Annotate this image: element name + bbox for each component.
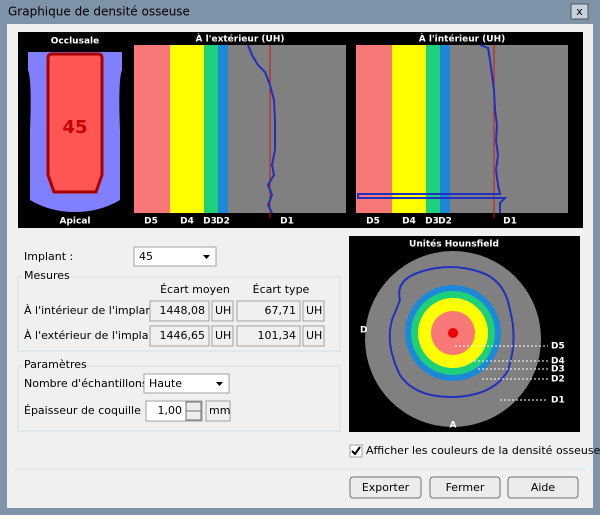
scale-label: D2 [438, 217, 452, 227]
dropdown-arrow [216, 382, 223, 386]
measures-group [17, 276, 341, 352]
button-label: Exporter [362, 481, 410, 494]
checkmark [351, 446, 361, 456]
mean-value: 1448,08 [160, 304, 206, 317]
shell-label: Épaisseur de coquille : [24, 404, 148, 417]
center [448, 328, 458, 338]
parameters-group [17, 365, 341, 432]
legend-lines [455, 345, 548, 401]
close-icon: x [576, 5, 583, 18]
legend-label: D2 [551, 375, 565, 385]
band-d5 [356, 45, 392, 213]
unit-box [211, 300, 234, 322]
unit-box [211, 325, 234, 347]
std-value: 101,34 [258, 329, 297, 342]
scale-label: D5 [366, 217, 380, 227]
spin-up[interactable] [185, 401, 202, 412]
implant-value: 45 [139, 250, 153, 263]
band-d2 [218, 45, 228, 213]
band-d3 [426, 45, 440, 213]
direction-label: A [450, 421, 457, 431]
band-d1 [228, 45, 346, 213]
implant-label: Implant : [24, 250, 73, 263]
field [149, 300, 210, 322]
field [236, 325, 301, 347]
button-label: Aide [531, 481, 556, 494]
group-label: Mesures [24, 269, 70, 282]
implant-dropdown[interactable] [133, 246, 217, 267]
scale-label: D3 [425, 217, 439, 227]
scale-label: D4 [180, 217, 194, 227]
unit-box [205, 400, 231, 422]
shell-value: 1,00 [158, 404, 183, 417]
row-label: À l'intérieur de l'implant : [24, 304, 164, 317]
density-curve [357, 44, 508, 213]
apical-label: Apical [60, 217, 91, 227]
band-d4 [170, 45, 204, 213]
band-d1 [450, 45, 568, 213]
scale-label: D1 [280, 217, 294, 227]
samples-dropdown[interactable] [143, 373, 230, 394]
close-button[interactable] [570, 3, 589, 20]
checkbox-label: Afficher les couleurs de la densité osse… [366, 444, 600, 457]
scale-label: D2 [216, 217, 230, 227]
unit-box [302, 300, 325, 322]
button-label: Fermer [446, 481, 485, 494]
group-label-bg [22, 270, 70, 282]
field [236, 300, 301, 322]
dropdown-arrow [203, 255, 210, 259]
shell-unit: mm [209, 404, 230, 417]
help-button[interactable] [507, 476, 579, 499]
scale-label: D5 [144, 217, 158, 227]
legend-label: D5 [551, 342, 565, 352]
band-d5 [134, 45, 170, 213]
window-title: Graphique de densité osseuse [8, 5, 190, 19]
samples-value: Haute [149, 377, 182, 390]
inside-graph: À l'intérieur (UH) D5 D4 D3 D2 D1 [356, 33, 568, 227]
samples-label: Nombre d'échantillons : [24, 377, 155, 390]
spin-down[interactable] [185, 410, 202, 421]
scale-label: D4 [402, 217, 416, 227]
mean-value: 1446,65 [160, 329, 206, 342]
unit: UH [215, 329, 231, 342]
export-button[interactable] [349, 476, 422, 499]
implant-number: 45 [62, 117, 87, 138]
measure-row: À l'extérieur de l'implant : 1446,65 UH … [24, 325, 325, 347]
close-dialog-button[interactable] [429, 476, 501, 499]
band-d4 [392, 45, 426, 213]
occlusal-label: Occlusale [51, 37, 99, 47]
column-header: Écart type [253, 283, 310, 296]
implant [46, 52, 104, 194]
band-d3 [204, 45, 218, 213]
unit: UH [306, 304, 322, 317]
graph-title: À l'extérieur (UH) [196, 33, 285, 45]
group-label: Paramètres [24, 358, 87, 371]
graph-title: À l'intérieur (UH) [419, 33, 506, 45]
density-curve [247, 44, 276, 214]
std-value: 67,71 [265, 304, 297, 317]
direction-label: D [360, 326, 367, 336]
legend-label: D4 [551, 357, 565, 367]
column-header: Écart moyen [160, 283, 230, 296]
measure-row: À l'intérieur de l'implant : 1448,08 UH … [24, 300, 325, 322]
scale-label: D3 [203, 217, 217, 227]
unit-box [302, 325, 325, 347]
outside-graph: À l'extérieur (UH) D5 D4 D3 D2 D1 [134, 33, 346, 227]
legend-label: D3 [551, 365, 565, 375]
group-label-bg [22, 359, 84, 371]
unit: UH [306, 329, 322, 342]
scale-label: D1 [503, 217, 517, 227]
hounsfield-title: Unités Hounsfield [409, 239, 499, 250]
row-label: À l'extérieur de l'implant : [24, 329, 167, 342]
unit: UH [215, 304, 231, 317]
legend-label: D1 [551, 396, 565, 406]
field [149, 325, 210, 347]
band-d2 [440, 45, 450, 213]
density-contour [388, 266, 515, 399]
